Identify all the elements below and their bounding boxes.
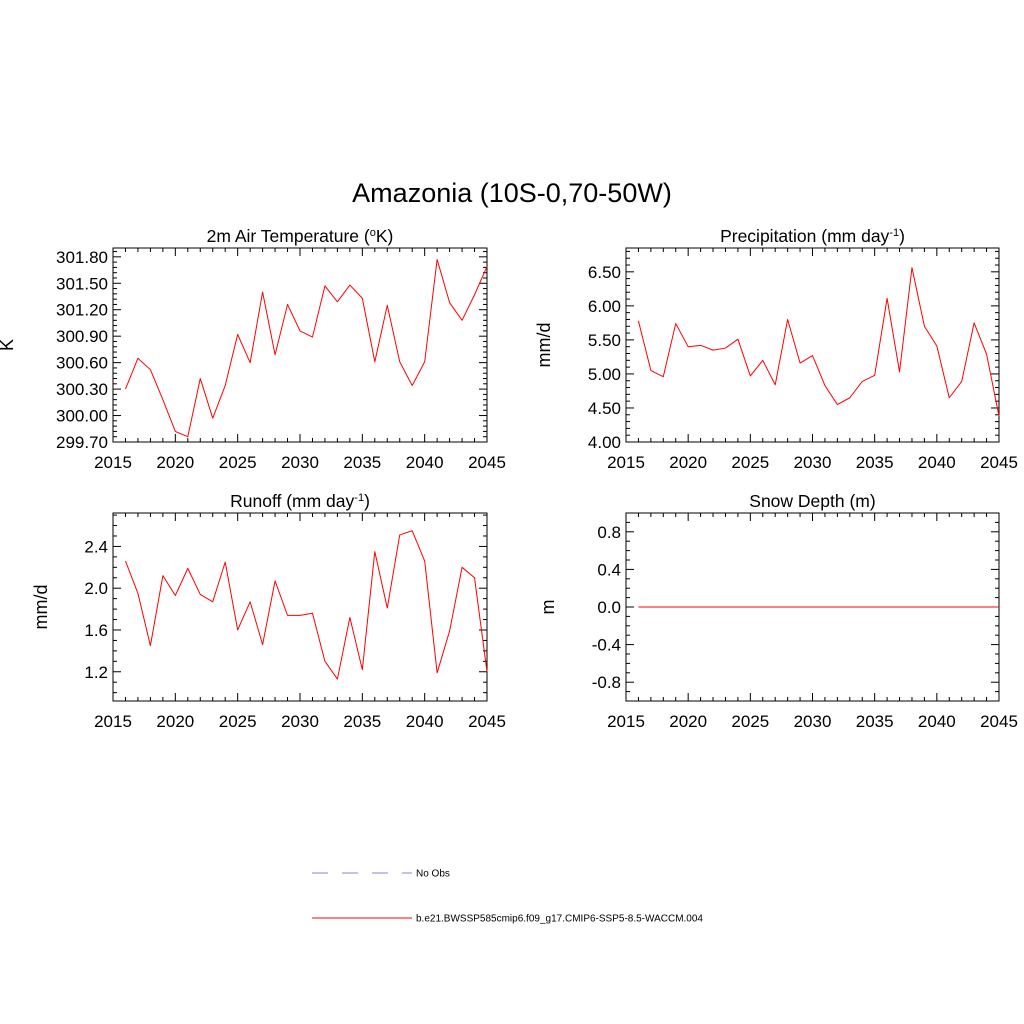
x-tick-label: 2020 xyxy=(669,712,707,731)
y-tick-label: 2.0 xyxy=(84,579,108,598)
panel-title: 2m Air Temperature (oK) xyxy=(207,226,394,246)
y-tick-label: 6.50 xyxy=(588,263,621,282)
y-tick-label: 4.50 xyxy=(588,399,621,418)
x-tick-label: 2020 xyxy=(669,453,707,472)
x-tick-label: 2025 xyxy=(731,453,769,472)
figure-title: Amazonia (10S-0,70-50W) xyxy=(352,178,672,208)
y-axis-label: mm/d xyxy=(534,323,554,368)
x-tick-label: 2030 xyxy=(281,453,319,472)
x-tick-label: 2025 xyxy=(219,453,257,472)
plot-frame xyxy=(625,247,1000,443)
panel-runoff: Runoff (mm day-1) mm/d 2015 2020 2025 2030 203… xyxy=(31,491,506,731)
x-tick-label: 2025 xyxy=(219,712,257,731)
x-tick-label: 2035 xyxy=(856,453,894,472)
panel-title-superscript: -1 xyxy=(889,227,899,239)
x-tick-label: 2045 xyxy=(980,712,1018,731)
panel-snowdepth: Snow Depth (m) m 2015 2020 2025 2030 2035 2040 2… xyxy=(538,491,1018,731)
panel-title-superscript: -1 xyxy=(354,492,364,504)
x-tick-label: 2030 xyxy=(794,712,832,731)
panel-title-superscript: o xyxy=(370,227,376,239)
y-tick-label: 1.2 xyxy=(84,663,108,682)
y-tick-label: 5.50 xyxy=(588,331,621,350)
panel-title: Snow Depth (m) xyxy=(749,491,875,511)
y-tick-label: 299.70 xyxy=(56,433,108,452)
x-tick-label: 2015 xyxy=(607,712,645,731)
y-tick-label: 300.90 xyxy=(56,327,108,346)
panel-title-rest: ) xyxy=(899,226,905,246)
x-tick-label: 2020 xyxy=(156,712,194,731)
x-tick-label: 2040 xyxy=(918,712,956,731)
y-tick-label: 301.50 xyxy=(56,274,108,293)
y-tick-label: 4.00 xyxy=(588,433,621,452)
x-tick-label: 2025 xyxy=(731,712,769,731)
y-tick-label: 2.4 xyxy=(84,537,108,556)
legend-obs-label: No Obs xyxy=(416,869,450,880)
y-tick-label: -0.4 xyxy=(592,636,621,655)
panel-title: Precipitation (mm day-1) xyxy=(720,226,905,246)
y-tick-label: 300.60 xyxy=(56,354,108,373)
legend-model-label: b.e21.BWSSP585cmip6.f09_g17.CMIP6-SSP5-8… xyxy=(416,914,703,925)
panel-title-main: Runoff (mm day xyxy=(230,491,354,511)
panel-title-main: 2m Air Temperature ( xyxy=(207,226,370,246)
panel-title-rest: K) xyxy=(376,226,394,246)
x-tick-label: 2015 xyxy=(607,453,645,472)
series-line-precipitation xyxy=(637,267,1000,417)
y-tick-label: -0.8 xyxy=(592,673,621,692)
y-tick-label: 0.0 xyxy=(597,598,621,617)
y-tick-label: 0.8 xyxy=(597,523,621,542)
x-tick-label: 2040 xyxy=(918,453,956,472)
y-axis-label: m xyxy=(538,600,558,615)
y-tick-label: 301.80 xyxy=(56,248,108,267)
panel-title-main: Precipitation (mm day xyxy=(720,226,889,246)
panel-title-rest: ) xyxy=(364,491,370,511)
y-axis-label: mm/d xyxy=(31,585,51,630)
panel-title: Runoff (mm day-1) xyxy=(230,491,370,511)
x-tick-label: 2035 xyxy=(343,712,381,731)
legend: No Obs b.e21.BWSSP585cmip6.f09_g17.CMIP6… xyxy=(312,869,703,925)
panels-container: 2m Air Temperature (oK) K 2015 2020 2025 2030… xyxy=(0,226,1018,731)
y-axis-label: K xyxy=(0,339,17,351)
x-tick-label: 2020 xyxy=(156,453,194,472)
panel-precipitation: Precipitation (mm day-1) mm/d 2015 2020 2025… xyxy=(534,226,1018,472)
x-tick-label: 2030 xyxy=(281,712,319,731)
x-tick-label: 2045 xyxy=(468,453,506,472)
plot-frame xyxy=(112,512,488,702)
x-tick-label: 2015 xyxy=(94,453,132,472)
y-tick-label: 0.4 xyxy=(597,560,621,579)
y-tick-label: 300.00 xyxy=(56,407,108,426)
x-tick-label: 2040 xyxy=(406,712,444,731)
y-tick-label: 5.00 xyxy=(588,365,621,384)
series-line-temperature xyxy=(125,258,488,438)
y-tick-label: 300.30 xyxy=(56,380,108,399)
y-tick-label: 6.00 xyxy=(588,297,621,316)
series-line-runoff xyxy=(125,530,488,680)
x-tick-label: 2035 xyxy=(343,453,381,472)
x-tick-label: 2035 xyxy=(856,712,894,731)
x-tick-label: 2015 xyxy=(94,712,132,731)
x-tick-label: 2045 xyxy=(468,712,506,731)
y-tick-label: 301.20 xyxy=(56,301,108,320)
plot-frame xyxy=(112,247,488,443)
panel-temperature: 2m Air Temperature (oK) K 2015 2020 2025 2030… xyxy=(0,226,506,472)
x-tick-label: 2040 xyxy=(406,453,444,472)
x-tick-label: 2045 xyxy=(980,453,1018,472)
x-tick-label: 2030 xyxy=(794,453,832,472)
panel-title-main: Snow Depth (m) xyxy=(749,491,875,511)
y-tick-label: 1.6 xyxy=(84,621,108,640)
